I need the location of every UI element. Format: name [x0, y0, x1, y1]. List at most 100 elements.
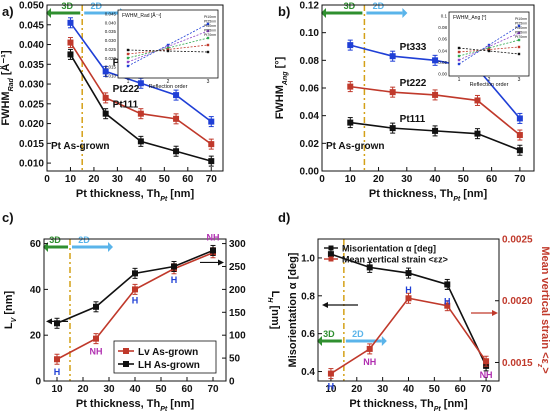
legend-label: Misorientation α [deg] — [342, 244, 436, 254]
axes-frame — [46, 4, 224, 172]
x-axis-title: Pt thickness, ThPt [nm] — [369, 188, 488, 203]
arrow-3d-head — [321, 8, 326, 18]
y2-tick-label: 100 — [229, 331, 246, 342]
arrow-2d-head — [402, 8, 408, 18]
inset-point — [517, 45, 521, 49]
arrow-2d-head — [381, 336, 387, 346]
label-2d: 2D — [373, 1, 385, 11]
data-point — [432, 91, 439, 98]
legend: Misorientation α [deg]Mean vertical stra… — [324, 244, 448, 265]
x-axis-title: Pt thickness, ThPt [nm] — [76, 188, 195, 203]
y2-tick-label: 0.0025 — [502, 235, 533, 246]
inset-legend-item: Pt70nm — [204, 33, 216, 37]
data-point — [474, 97, 481, 104]
y2-tick-label: 50 — [229, 354, 241, 365]
arrow-2d-head — [108, 242, 113, 252]
inset-point — [487, 46, 491, 50]
data-point — [173, 92, 180, 99]
inset-point — [206, 50, 210, 54]
x-tick-label: 40 — [135, 174, 147, 185]
data-point — [137, 80, 144, 87]
x-tick-label: 10 — [325, 384, 337, 395]
data-point — [208, 158, 215, 165]
x-tick-label: 60 — [182, 174, 194, 185]
as-grown-label: Pt As-grown — [51, 141, 110, 152]
x-tick-label: 10 — [65, 174, 77, 185]
y2-tick-label: 150 — [229, 308, 246, 319]
y-tick-label: 0.04 — [300, 111, 320, 122]
y-tick-label: 40 — [30, 285, 42, 296]
inset-x-tick: 1 — [127, 79, 130, 85]
data-point — [516, 115, 523, 122]
x-tick-label: 60 — [455, 384, 467, 395]
data-point — [54, 320, 60, 327]
data-point — [210, 247, 216, 254]
data-point — [347, 119, 354, 126]
x-axis-title: Pt thickness, ThPt [nm] — [349, 398, 468, 413]
label-3d: 3D — [49, 235, 61, 245]
inset-point — [166, 49, 170, 53]
series-label: Pt111 — [113, 100, 139, 111]
data-point — [432, 127, 439, 134]
inset-point — [166, 48, 170, 51]
y-tick-label: 0.025 — [19, 99, 44, 110]
y-axis-title: LV [nm] — [3, 291, 18, 330]
y2-tick-label: 300 — [229, 239, 246, 250]
data-point — [137, 138, 144, 145]
data-point — [347, 42, 354, 49]
panel-b: b) 3D 2D 0 10 20 30 40 50 60 70 0.00 0.02 0.04 0.06 0.0… — [274, 1, 535, 203]
legend-label: Mean vertical strain <εz> — [342, 255, 448, 265]
x-tick-label: 40 — [430, 174, 442, 185]
inset-title: FWHM_Rad [Å⁻¹] — [122, 12, 162, 19]
phase-label: NH — [480, 370, 493, 380]
y2-tick-label: 250 — [229, 262, 246, 273]
inset-point — [457, 54, 461, 58]
inset-y-tick: 0.040 — [105, 20, 117, 25]
arrow-3d-head — [317, 336, 322, 346]
data-point — [137, 110, 144, 117]
x-tick-label: 50 — [429, 384, 441, 395]
arrow-3d-head — [46, 8, 51, 18]
y2-tick-label: 200 — [229, 285, 246, 296]
data-point — [366, 264, 373, 271]
legend-swatch — [123, 348, 129, 354]
inset-fit-line — [458, 47, 520, 55]
y2-axis-title: LH [nm] — [267, 291, 282, 330]
legend-label: Lv As-grown — [138, 347, 198, 358]
inset-x-tick: 3 — [207, 79, 210, 85]
y-tick-label: 0.045 — [19, 20, 44, 31]
x-tick-label: 70 — [481, 384, 493, 395]
y-tick-label: 0.040 — [19, 40, 44, 51]
inset-fit-line — [127, 23, 209, 67]
y-axis-title: FWHMAng [°] — [274, 56, 289, 119]
axis-pointer-right-head — [492, 310, 498, 316]
inset-xlabel: Reflection order — [149, 84, 188, 90]
data-point — [444, 281, 451, 288]
inset-point — [517, 52, 521, 56]
x-tick-label: 60 — [181, 384, 193, 395]
phase-label: H — [328, 382, 335, 392]
inset-y-tick: 0.08 — [438, 25, 447, 30]
data-point — [93, 335, 99, 342]
y-axis-title: Misorientation α [deg] — [287, 252, 299, 367]
inset-point — [206, 22, 210, 26]
data-point — [102, 68, 109, 75]
phase-label: NH — [363, 357, 376, 367]
y-tick-label: 0.00 — [300, 167, 320, 178]
y2-tick-label: 0.0015 — [502, 358, 533, 369]
x-tick-label: 30 — [401, 174, 413, 185]
label-2d: 2D — [352, 329, 364, 339]
inset-y-tick: 0.04 — [438, 48, 447, 53]
y-tick-label: 60 — [30, 239, 42, 250]
series-label: Pt222 — [113, 84, 140, 95]
data-point — [366, 345, 373, 352]
inset-y-tick: 0.025 — [105, 47, 117, 52]
panel-label: d) — [278, 210, 290, 225]
x-tick-label: 40 — [129, 384, 141, 395]
inset-x-tick: 3 — [518, 77, 521, 83]
data-point — [54, 356, 60, 363]
label-3d: 3D — [323, 329, 335, 339]
x-tick-label: 40 — [403, 384, 415, 395]
inset-point — [517, 38, 521, 42]
x-tick-label: 0 — [319, 174, 325, 185]
